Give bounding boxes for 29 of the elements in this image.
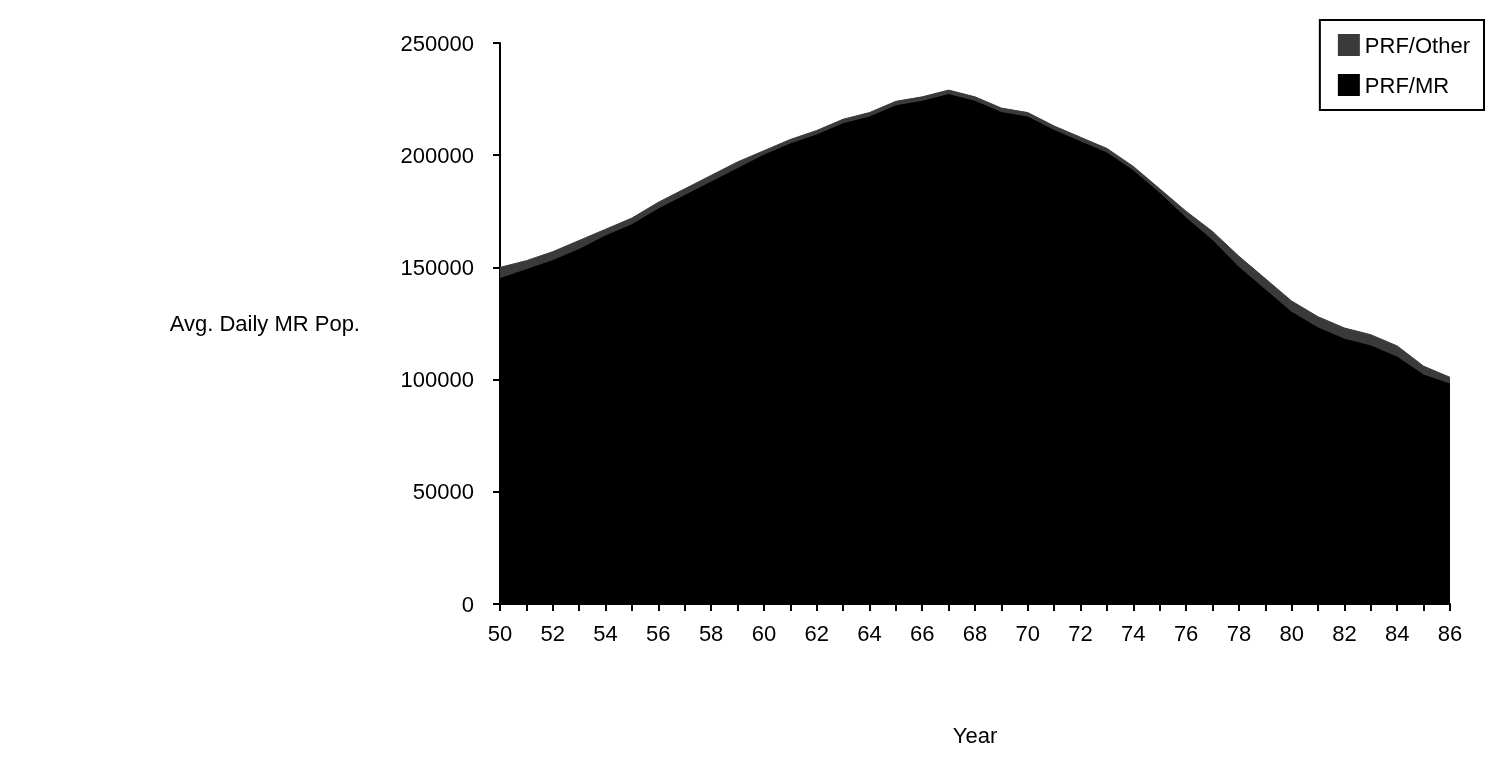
x-tick-label: 58	[698, 620, 724, 646]
x-tick-label: 70	[1015, 620, 1041, 646]
y-tick-label: 150000	[400, 254, 474, 280]
x-tick-label: 82	[1332, 620, 1357, 646]
y-tick-label: 200000	[400, 142, 474, 168]
x-tick-label: 80	[1279, 620, 1304, 646]
x-axis-title: Year	[952, 722, 998, 748]
legend-label: PRF/Other	[1364, 32, 1471, 58]
x-tick-label: 54	[593, 620, 618, 646]
x-tick-label: 78	[1226, 620, 1252, 646]
x-tick-label: 84	[1384, 620, 1410, 646]
x-tick-label: 68	[962, 620, 988, 646]
x-tick-label: 64	[857, 620, 882, 646]
y-tick-label: 250000	[400, 30, 474, 56]
x-tick-label: 86	[1437, 620, 1463, 646]
y-axis-title: Avg. Daily MR Pop.	[169, 311, 360, 336]
legend-label: PRF/MR	[1364, 72, 1450, 98]
x-tick-label: 52	[540, 620, 566, 646]
y-tick-label: 50000	[412, 479, 474, 505]
x-tick-label: 62	[804, 620, 829, 646]
x-tick-label: 56	[646, 620, 671, 646]
x-tick-label: 60	[751, 620, 777, 646]
x-tick-label: 76	[1173, 620, 1199, 646]
x-tick-label: 74	[1121, 620, 1146, 646]
y-tick-label: 0	[461, 591, 474, 617]
x-tick-label: 66	[909, 620, 935, 646]
x-tick-label: 72	[1068, 620, 1093, 646]
y-tick-label: 100000	[400, 367, 474, 393]
x-tick-label: 50	[487, 620, 513, 646]
